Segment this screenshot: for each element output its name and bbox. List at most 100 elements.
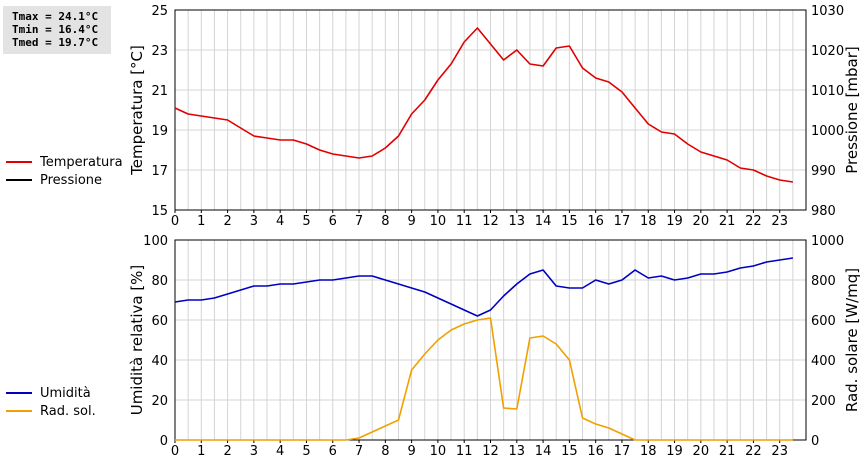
chart-panel-0: 0 1 2 3 4 5 6 7 8 9 10 11 12 13 14 15 16 17 18 19 20 21 22 2315… xyxy=(128,4,860,229)
x-tick-label: 14 xyxy=(535,214,552,229)
tmin-label: Tmin = 16.4°C xyxy=(12,23,99,36)
x-tick-label: 5 xyxy=(302,214,310,229)
y-tick-label-right: 200 xyxy=(811,394,836,409)
y-tick-label-left: 40 xyxy=(151,354,168,369)
tmed-label: Tmed = 19.7°C xyxy=(12,36,99,49)
y-tick-label-right: 0 xyxy=(811,434,819,449)
x-tick-label: 5 xyxy=(302,444,310,459)
x-tick-label: 10 xyxy=(430,214,447,229)
x-tick-label: 16 xyxy=(587,444,604,459)
x-tick-label: 8 xyxy=(381,214,389,229)
x-tick-label: 23 xyxy=(771,444,788,459)
x-tick-label: 1 xyxy=(197,444,205,459)
legend-item-pressure: Pressione xyxy=(6,171,123,189)
x-tick-label: 2 xyxy=(223,214,231,229)
x-tick-label: 19 xyxy=(666,214,683,229)
x-tick-label: 0 xyxy=(171,444,179,459)
x-tick-label: 0 xyxy=(171,214,179,229)
x-tick-label: 9 xyxy=(407,444,415,459)
y-axis-label-right: Pressione [mbar] xyxy=(843,46,860,174)
x-tick-label: 21 xyxy=(719,444,736,459)
legend-swatch-humidity xyxy=(6,392,32,394)
legend-swatch-radiation xyxy=(6,410,32,412)
y-tick-label-left: 23 xyxy=(151,44,168,59)
x-tick-label: 12 xyxy=(482,444,499,459)
x-tick-label: 1 xyxy=(197,214,205,229)
x-tick-label: 16 xyxy=(587,214,604,229)
legend-top: Temperatura Pressione xyxy=(6,153,123,189)
y-tick-label-left: 21 xyxy=(151,84,168,99)
x-tick-label: 22 xyxy=(745,214,762,229)
y-tick-label-left: 20 xyxy=(151,394,168,409)
y-tick-label-left: 0 xyxy=(160,434,168,449)
x-tick-label: 17 xyxy=(614,444,631,459)
y-tick-label-left: 100 xyxy=(143,234,168,249)
legend-label-temperature: Temperatura xyxy=(40,154,123,170)
x-tick-label: 8 xyxy=(381,444,389,459)
charts-canvas: 0 1 2 3 4 5 6 7 8 9 10 11 12 13 14 15 16 17 18 19 20 21 22 2315… xyxy=(128,4,860,459)
x-tick-label: 17 xyxy=(614,214,631,229)
y-tick-label-right: 1000 xyxy=(811,234,844,249)
x-tick-label: 20 xyxy=(693,214,710,229)
legend-item-radiation: Rad. sol. xyxy=(6,402,96,420)
x-tick-label: 4 xyxy=(276,444,284,459)
x-tick-label: 18 xyxy=(640,444,657,459)
chart-panel-1: 0 1 2 3 4 5 6 7 8 9 10 11 12 13 14 15 16 17 18 19 20 21 22 2302… xyxy=(128,234,860,459)
y-tick-label-left: 80 xyxy=(151,274,168,289)
x-tick-label: 21 xyxy=(719,214,736,229)
y-tick-label-right: 800 xyxy=(811,274,836,289)
x-tick-label: 6 xyxy=(329,214,337,229)
x-tick-label: 7 xyxy=(355,444,363,459)
tmax-label: Tmax = 24.1°C xyxy=(12,10,99,23)
legend-label-humidity: Umidità xyxy=(40,385,91,401)
x-tick-label: 7 xyxy=(355,214,363,229)
x-tick-label: 11 xyxy=(456,444,473,459)
series-line-umidit- xyxy=(174,257,794,317)
y-tick-label-left: 60 xyxy=(151,314,168,329)
legend-label-pressure: Pressione xyxy=(40,172,103,188)
x-tick-label: 14 xyxy=(535,444,552,459)
y-tick-label-left: 19 xyxy=(151,124,168,139)
x-tick-label: 19 xyxy=(666,444,683,459)
y-axis-label-right: Rad. solare [W/mq] xyxy=(843,268,860,412)
y-tick-label-right: 980 xyxy=(811,204,836,219)
x-tick-label: 10 xyxy=(430,444,447,459)
y-tick-label-left: 25 xyxy=(151,4,168,19)
legend-label-radiation: Rad. sol. xyxy=(40,403,96,419)
x-tick-label: 2 xyxy=(223,444,231,459)
x-tick-label: 6 xyxy=(329,444,337,459)
x-tick-label: 13 xyxy=(509,444,526,459)
x-tick-label: 13 xyxy=(509,214,526,229)
x-tick-label: 9 xyxy=(407,214,415,229)
x-tick-label: 22 xyxy=(745,444,762,459)
x-tick-label: 11 xyxy=(456,214,473,229)
y-tick-label-right: 1010 xyxy=(811,84,844,99)
legend-item-temperature: Temperatura xyxy=(6,153,123,171)
y-axis-label-left: Umidità relativa [%] xyxy=(128,265,146,416)
x-tick-label: 23 xyxy=(771,214,788,229)
x-tick-label: 15 xyxy=(561,214,578,229)
legend-swatch-temperature xyxy=(6,161,32,163)
x-tick-label: 20 xyxy=(693,444,710,459)
y-tick-label-right: 1020 xyxy=(811,44,844,59)
x-tick-label: 3 xyxy=(250,444,258,459)
y-tick-label-right: 1000 xyxy=(811,124,844,139)
series-line-rad-sol- xyxy=(175,317,793,441)
stats-box: Tmax = 24.1°C Tmin = 16.4°C Tmed = 19.7°… xyxy=(3,6,111,54)
x-tick-label: 4 xyxy=(276,214,284,229)
x-tick-label: 12 xyxy=(482,214,499,229)
y-axis-label-left: Temperatura [°C] xyxy=(128,45,146,176)
legend-swatch-pressure xyxy=(6,179,32,181)
y-tick-label-left: 15 xyxy=(151,204,168,219)
x-tick-label: 3 xyxy=(250,214,258,229)
x-tick-label: 15 xyxy=(561,444,578,459)
legend-item-humidity: Umidità xyxy=(6,384,96,402)
y-tick-label-right: 1030 xyxy=(811,4,844,19)
x-tick-label: 18 xyxy=(640,214,657,229)
legend-bottom: Umidità Rad. sol. xyxy=(6,386,96,470)
y-tick-label-right: 400 xyxy=(811,354,836,369)
series-line-temperatura xyxy=(174,27,794,183)
y-tick-label-right: 990 xyxy=(811,164,836,179)
y-tick-label-right: 600 xyxy=(811,314,836,329)
y-tick-label-left: 17 xyxy=(151,164,168,179)
